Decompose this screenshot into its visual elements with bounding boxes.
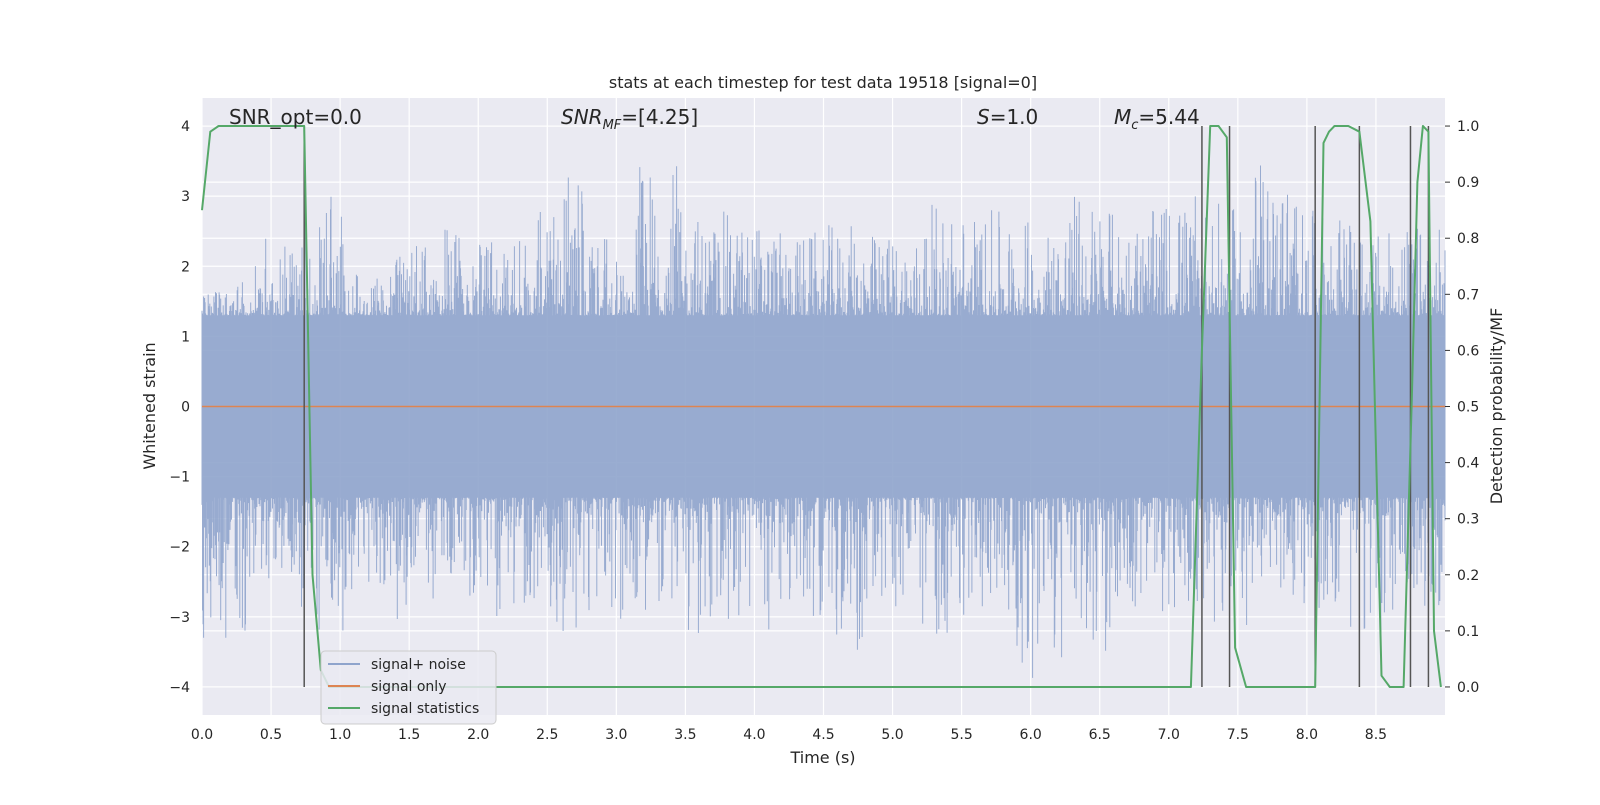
x-axis-label: Time (s): [789, 748, 855, 767]
y2-tick-label: 0.6: [1457, 343, 1479, 359]
y2-tick-label: 0.4: [1457, 456, 1479, 472]
legend-label-signal-statistics: signal statistics: [371, 701, 479, 717]
chart-title: stats at each timestep for test data 195…: [609, 73, 1037, 92]
x-tick-label: 3.0: [605, 727, 627, 743]
annotation-snr-opt: SNR_opt=0.0: [229, 105, 362, 129]
annotation-snr-mf-value: =[4.25]: [621, 105, 698, 129]
y2-tick-label: 0.2: [1457, 568, 1479, 584]
annotation-mc: Mc=5.44: [1114, 105, 1200, 133]
y-tick-label: 0: [181, 400, 190, 416]
legend-label-signal-only: signal only: [371, 679, 446, 695]
y-tick-label: −2: [169, 540, 190, 556]
signal-noise-series: [201, 165, 1446, 678]
y2-axis-label: Detection probability/MF: [1487, 308, 1506, 505]
y-tick-label: −1: [169, 470, 190, 486]
x-tick-label: 6.5: [1089, 727, 1111, 743]
y2-tick-label: 1.0: [1457, 119, 1479, 135]
signal-statistics-series: [201, 125, 1442, 688]
y2-tick-label: 0.1: [1457, 624, 1479, 640]
annotation-mc-base: M: [1114, 105, 1131, 129]
x-tick-label: 8.0: [1296, 727, 1318, 743]
x-tick-label: 7.0: [1158, 727, 1180, 743]
y2-tick-label: 0.5: [1457, 400, 1479, 416]
legend: signal+ noise signal only signal statist…: [320, 650, 497, 725]
annotation-mc-sub: c: [1131, 118, 1138, 133]
x-tick-label: 2.5: [536, 727, 558, 743]
y-axis-label: Whitened strain: [140, 342, 159, 469]
x-tick-label: 6.0: [1020, 727, 1042, 743]
signal-noise-line: [201, 165, 1446, 678]
y2-tick-label: 0.0: [1457, 680, 1479, 696]
x-tick-label: 0.5: [260, 727, 282, 743]
x-tick-label: 7.5: [1227, 727, 1249, 743]
annotation-mc-value: =5.44: [1138, 105, 1199, 129]
annotation-snr-mf-sub: MF: [603, 118, 622, 133]
y2-tick-label: 0.3: [1457, 512, 1479, 528]
tick-labels: 0.0 0.5 1.0 1.5 2.0 2.5 3.0 3.5 4.0 4.5 5.0 5.5 6.0 6…: [169, 119, 1479, 743]
y2-tick-label: 0.9: [1457, 175, 1479, 191]
y2-tick-label: 0.7: [1457, 287, 1479, 303]
legend-box: [320, 650, 497, 725]
annotation-s-label: S: [977, 105, 990, 129]
signal-statistics-line: [201, 125, 1442, 688]
x-tick-label: 3.5: [674, 727, 696, 743]
y-tick-label: −3: [169, 610, 190, 626]
y-tick-label: 1: [181, 329, 190, 345]
annotation-snr-mf: SNRMF=[4.25]: [561, 105, 698, 133]
x-tick-label: 1.0: [329, 727, 351, 743]
legend-label-signal-noise: signal+ noise: [371, 657, 466, 673]
x-tick-label: 8.5: [1365, 727, 1387, 743]
y-tick-label: 2: [181, 259, 190, 275]
x-tick-label: 4.0: [743, 727, 765, 743]
y2-tick-label: 0.8: [1457, 231, 1479, 247]
y-tick-label: −4: [169, 680, 190, 696]
y-tick-label: 3: [181, 189, 190, 205]
annotation-s: S=1.0: [977, 105, 1038, 129]
x-tick-label: 5.5: [950, 727, 972, 743]
x-tick-label: 2.0: [467, 727, 489, 743]
annotation-snr-mf-base: SNR: [561, 105, 603, 129]
y-tick-label: 4: [181, 119, 190, 135]
x-tick-label: 4.5: [812, 727, 834, 743]
x-tick-label: 5.0: [881, 727, 903, 743]
annotation-s-value: =1.0: [990, 105, 1039, 129]
x-tick-label: 0.0: [191, 727, 213, 743]
x-tick-label: 1.5: [398, 727, 420, 743]
